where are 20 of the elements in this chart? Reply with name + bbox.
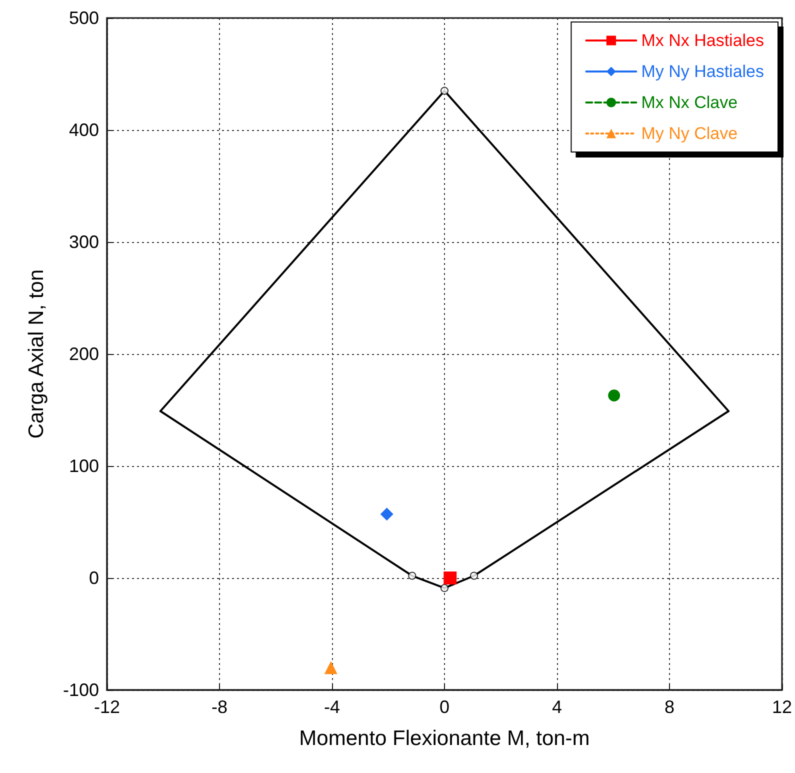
y-tick-label: 200 — [68, 344, 99, 364]
y-tick-label: -100 — [62, 680, 99, 700]
x-tick-label: 12 — [772, 697, 792, 717]
x-tick-label: -8 — [211, 697, 228, 717]
y-tick-label: 400 — [68, 120, 99, 140]
x-tick-label: 0 — [439, 697, 450, 717]
legend-label: My Ny Hastiales — [641, 62, 764, 81]
y-tick-label: 100 — [68, 456, 99, 476]
y-axis-title: Carga Axial N, ton — [25, 269, 48, 439]
y-tick-label: 500 — [68, 8, 99, 28]
x-axis-title: Momento Flexionante M, ton-m — [299, 727, 590, 750]
legend-label: Mx Nx Clave — [641, 93, 738, 112]
legend-label: My Ny Clave — [641, 124, 738, 143]
legend-label: Mx Nx Hastiales — [641, 31, 764, 50]
x-tick-label: -12 — [94, 697, 120, 717]
x-tick-label: 8 — [664, 697, 674, 717]
x-tick-label: -4 — [324, 697, 340, 717]
y-tick-label: 0 — [88, 568, 99, 588]
y-tick-label: 300 — [68, 232, 99, 252]
x-tick-label: 4 — [552, 697, 562, 717]
